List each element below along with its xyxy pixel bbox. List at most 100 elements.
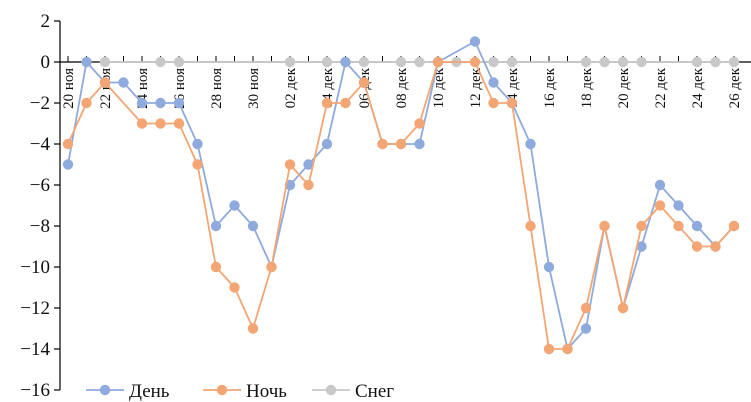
data-point <box>728 220 740 232</box>
data-point <box>173 118 185 129</box>
data-point <box>340 97 351 109</box>
data-point <box>229 200 240 211</box>
x-tick-label: 10 дек <box>431 67 447 108</box>
data-point <box>358 77 370 88</box>
data-point <box>321 97 333 109</box>
data-point <box>247 220 259 232</box>
x-tick-label: 26 ноя <box>172 68 188 109</box>
legend-label: Ночь <box>246 381 287 402</box>
data-point <box>62 138 74 150</box>
data-point <box>599 56 610 68</box>
data-point <box>673 220 684 232</box>
data-point <box>155 118 166 129</box>
data-point <box>691 56 703 68</box>
data-point <box>210 261 222 273</box>
data-point <box>284 159 296 170</box>
y-tick-label: −8 <box>30 216 50 237</box>
x-tick-label: 14 дек <box>505 67 521 108</box>
data-point <box>691 220 703 232</box>
data-point <box>303 179 314 191</box>
x-tick-label: 16 дек <box>542 67 558 108</box>
data-point <box>710 56 721 68</box>
data-point <box>210 220 222 232</box>
y-tick-label: 2 <box>41 11 51 32</box>
data-point <box>488 56 499 68</box>
y-tick-label: −6 <box>30 175 50 196</box>
data-point <box>469 36 481 47</box>
data-point <box>99 56 111 68</box>
legend-marker <box>216 384 228 396</box>
data-point <box>136 118 148 129</box>
data-point <box>62 159 74 170</box>
data-point <box>414 56 425 68</box>
data-point <box>691 241 703 252</box>
x-tick-label: 20 ноя <box>61 68 77 109</box>
y-tick-label: −14 <box>20 339 50 360</box>
data-point <box>488 97 499 109</box>
data-point <box>710 241 721 252</box>
data-point <box>543 261 555 273</box>
data-point <box>395 56 407 68</box>
data-point <box>636 56 647 68</box>
data-point <box>118 77 129 88</box>
x-tick-label: 30 ноя <box>246 68 262 109</box>
data-point <box>654 200 666 211</box>
data-point <box>414 138 425 150</box>
x-tick-label: 18 дек <box>579 67 595 108</box>
data-point <box>247 323 259 334</box>
data-point <box>580 302 592 314</box>
data-point <box>506 97 518 109</box>
data-point <box>562 343 573 355</box>
data-point <box>617 302 629 314</box>
data-point <box>599 220 610 232</box>
data-point <box>636 220 647 232</box>
data-point <box>728 56 740 68</box>
data-point <box>303 159 314 170</box>
data-point <box>506 56 518 68</box>
legend-label: Снег <box>355 381 394 402</box>
data-point <box>266 261 277 273</box>
y-tick-label: 0 <box>41 52 51 73</box>
data-point <box>580 323 592 334</box>
legend-marker <box>99 384 111 396</box>
data-point <box>469 56 481 68</box>
data-point <box>321 56 333 68</box>
y-tick-label: −2 <box>30 93 50 114</box>
data-point <box>173 56 185 68</box>
x-tick-label: 12 дек <box>468 67 484 108</box>
data-point <box>377 138 388 150</box>
data-point <box>284 56 296 68</box>
y-axis: 2 0 −2 −4 −6 −8 −10 −12 −14 −16 <box>20 11 61 401</box>
series-2 <box>99 56 740 68</box>
data-point <box>155 56 166 68</box>
x-tick-label: 04 дек <box>320 67 336 108</box>
data-point <box>136 97 148 109</box>
x-tick-label: 24 дек <box>690 67 706 108</box>
legend: День Ночь Снег <box>86 381 394 402</box>
data-point <box>543 343 555 355</box>
data-point <box>358 56 370 68</box>
x-tick-label: 08 дек <box>394 67 410 108</box>
data-point <box>192 159 203 170</box>
data-point <box>395 138 407 150</box>
y-tick-label: −10 <box>20 257 50 278</box>
data-point <box>173 97 185 109</box>
x-tick-label: 26 дек <box>727 67 743 108</box>
legend-marker <box>325 384 337 396</box>
data-point <box>155 97 166 109</box>
data-point <box>525 138 536 150</box>
x-tick-label: 02 дек <box>283 67 299 108</box>
data-point <box>81 56 92 68</box>
data-point <box>414 118 425 129</box>
y-tick-label: −4 <box>30 134 51 155</box>
data-point <box>340 56 351 68</box>
data-point <box>580 56 592 68</box>
data-point <box>432 56 444 68</box>
data-point <box>488 77 499 88</box>
series-1 <box>62 56 740 355</box>
x-tick-label: 28 ноя <box>209 68 225 109</box>
data-point <box>654 179 666 191</box>
data-point <box>229 282 240 293</box>
data-point <box>192 138 203 150</box>
